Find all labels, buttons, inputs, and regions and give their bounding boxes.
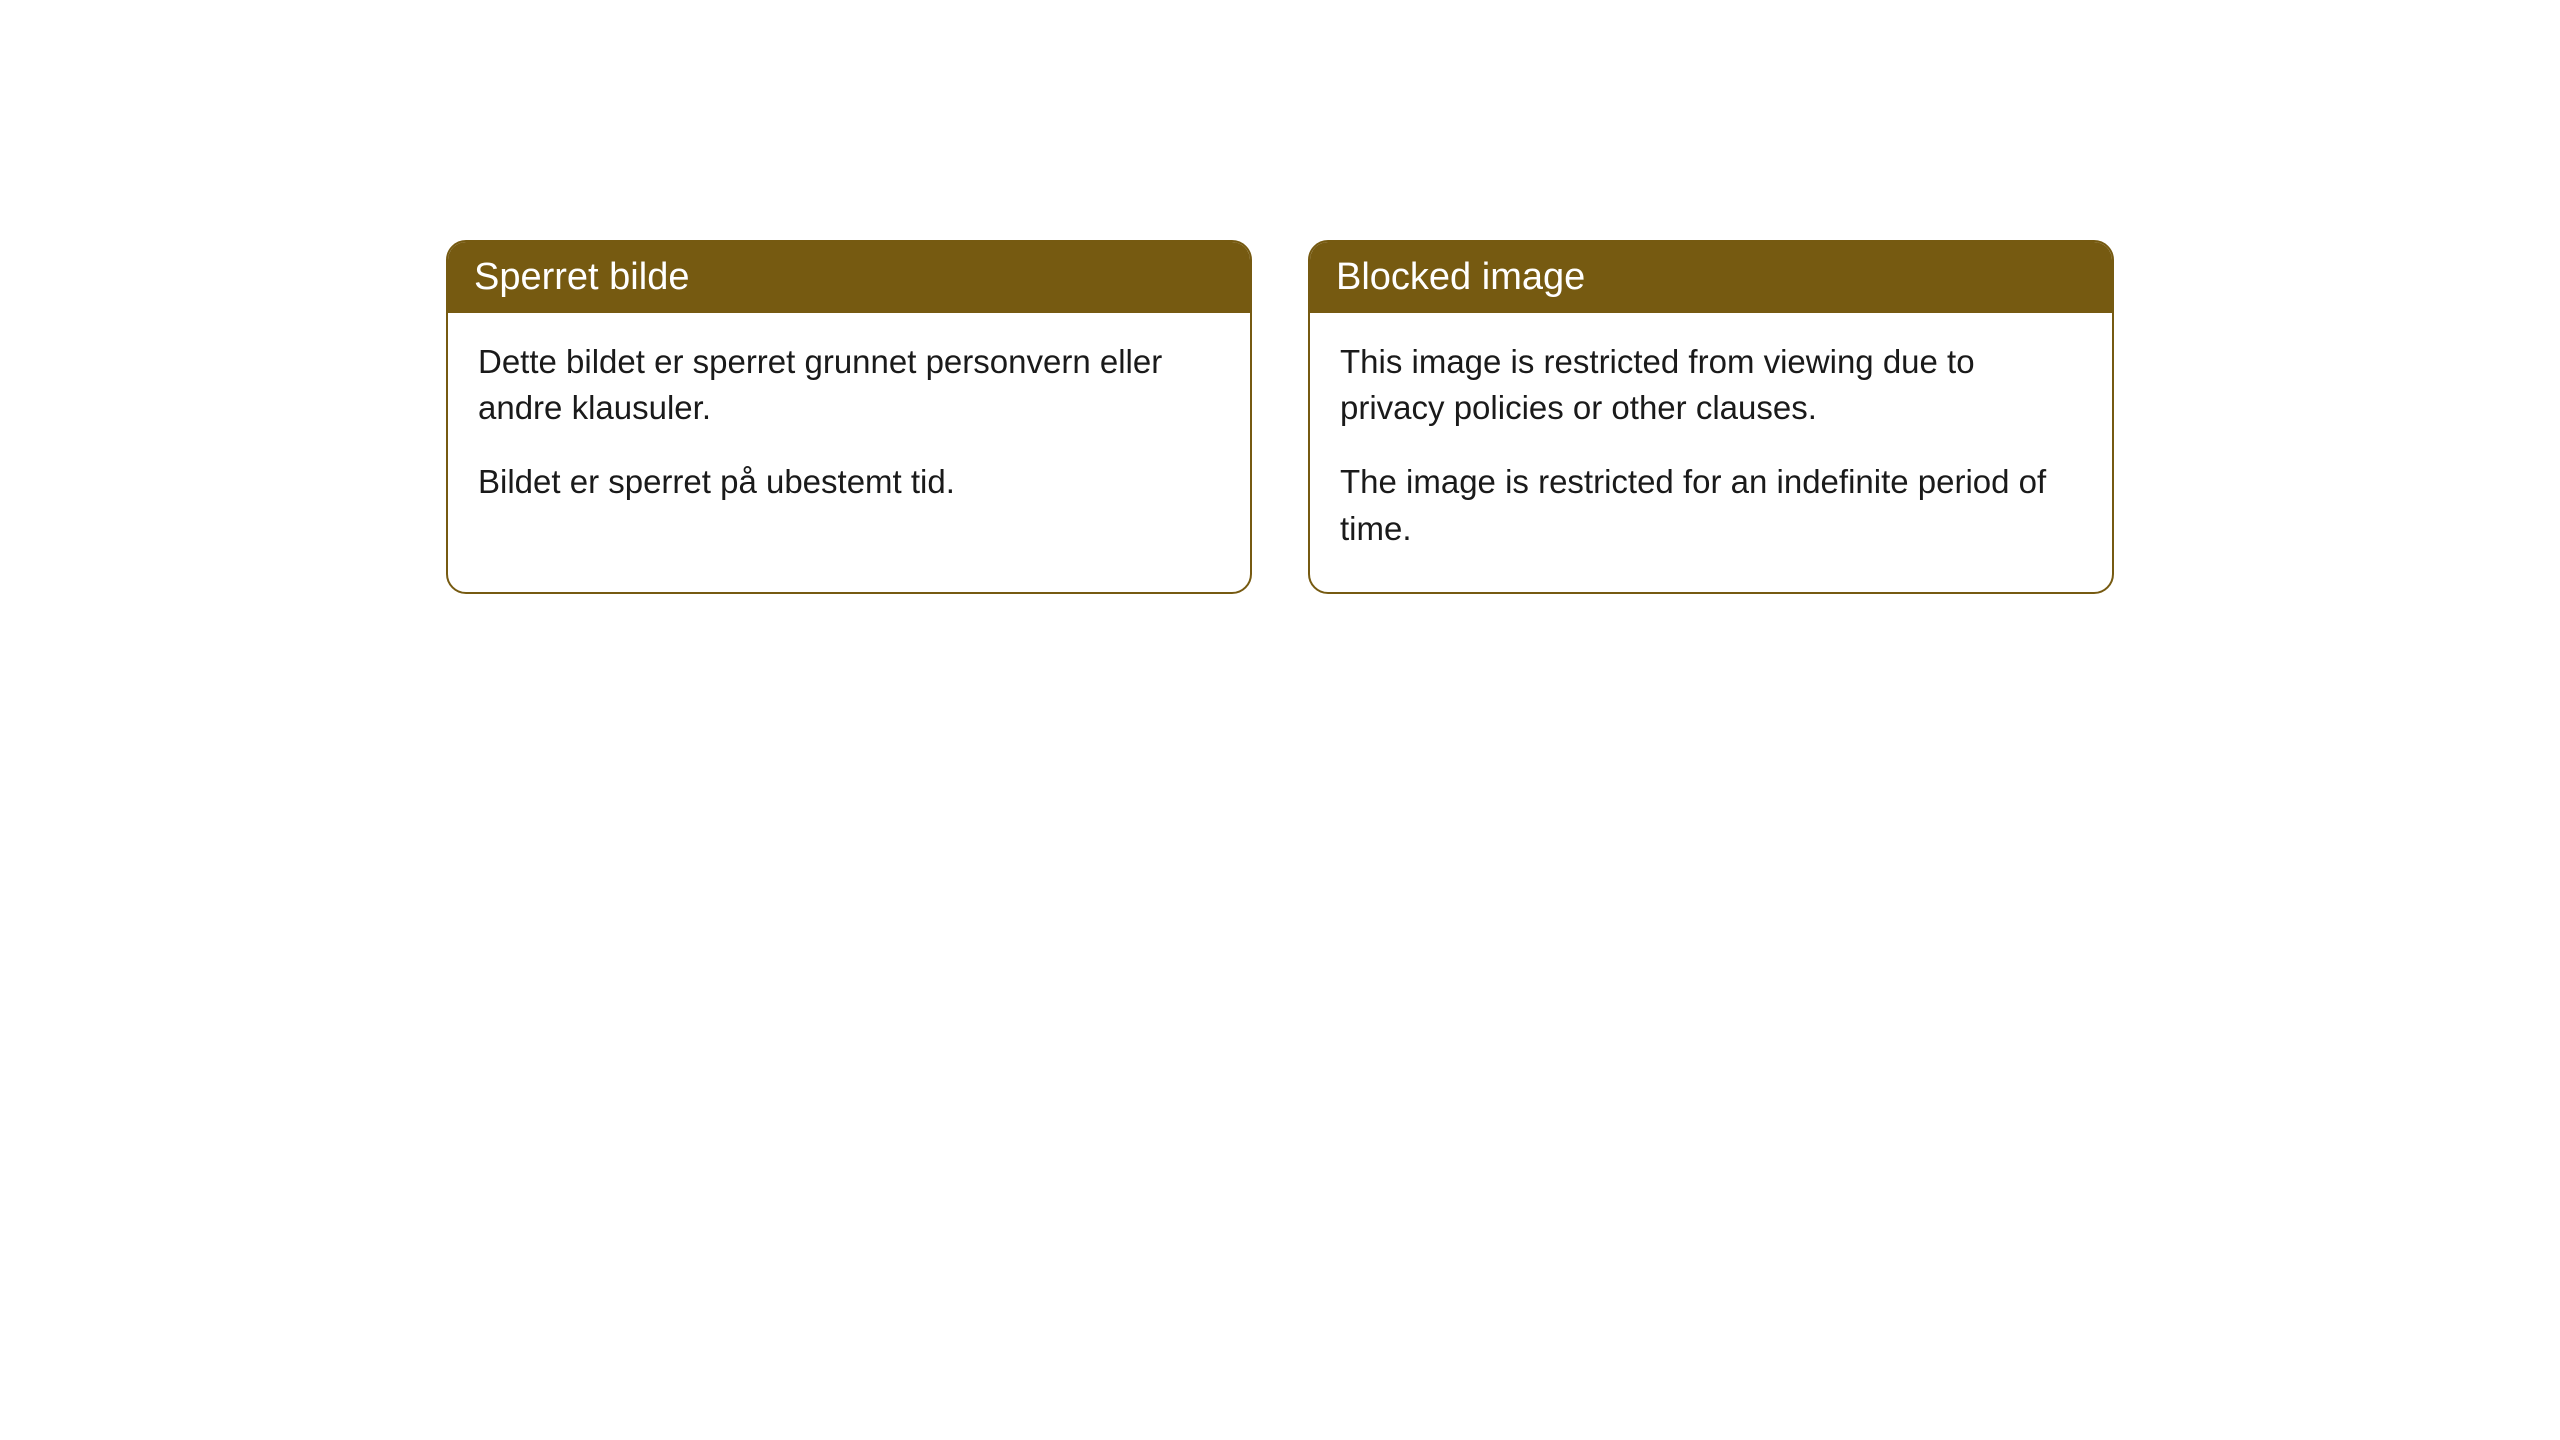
card-paragraph-2: The image is restricted for an indefinit…: [1340, 459, 2082, 551]
card-title: Sperret bilde: [474, 256, 689, 298]
card-body: Dette bildet er sperret grunnet personve…: [448, 313, 1250, 546]
card-body: This image is restricted from viewing du…: [1310, 313, 2112, 592]
card-paragraph-1: Dette bildet er sperret grunnet personve…: [478, 339, 1220, 431]
card-paragraph-1: This image is restricted from viewing du…: [1340, 339, 2082, 431]
card-header: Blocked image: [1310, 242, 2112, 313]
card-paragraph-2: Bildet er sperret på ubestemt tid.: [478, 459, 1220, 505]
blocked-image-card-norwegian: Sperret bilde Dette bildet er sperret gr…: [446, 240, 1252, 594]
blocked-image-card-english: Blocked image This image is restricted f…: [1308, 240, 2114, 594]
cards-container: Sperret bilde Dette bildet er sperret gr…: [0, 0, 2560, 594]
card-header: Sperret bilde: [448, 242, 1250, 313]
card-title: Blocked image: [1336, 256, 1585, 298]
